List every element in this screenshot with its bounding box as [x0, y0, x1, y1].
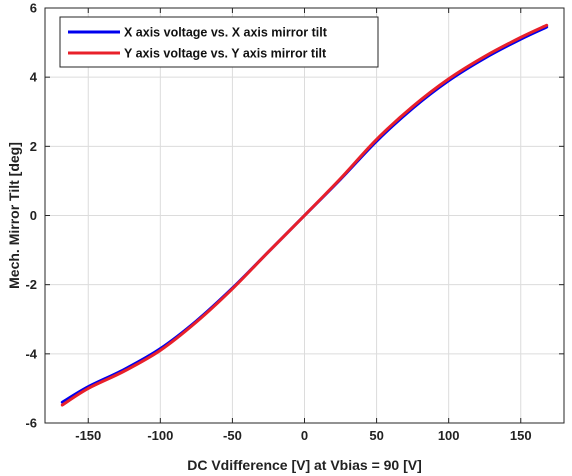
x-tick-label: -150	[75, 428, 101, 443]
y-tick-label: 6	[30, 1, 37, 16]
y-tick-label: 4	[30, 70, 38, 85]
x-tick-label: -100	[147, 428, 173, 443]
x-tick-label: -50	[223, 428, 242, 443]
x-axis-label: DC Vdifference [V] at Vbias = 90 [V]	[187, 457, 422, 473]
legend-box	[59, 16, 379, 68]
ticks	[45, 7, 564, 424]
x-tick-label: 0	[301, 428, 308, 443]
legend: X axis voltage vs. X axis mirror tilt Y …	[59, 16, 379, 68]
y-tick-label: -2	[25, 277, 37, 292]
x-tick-label: 150	[510, 428, 532, 443]
series-layer	[60, 23, 549, 407]
x-tick-label: 100	[438, 428, 460, 443]
tick-labels: -150 -100 -50 0 50 100 150 -6 -4 -2 0 2 4 6	[25, 1, 531, 444]
y-axis-label: Mech. Mirror Tilt [deg]	[6, 142, 22, 289]
x-tick-label: 50	[369, 428, 383, 443]
legend-entry-y-axis: Y axis voltage vs. Y axis mirror tilt	[124, 47, 327, 61]
y-tick-label: -4	[25, 346, 37, 361]
series-line-y-axis	[60, 23, 549, 407]
y-tick-label: -6	[25, 416, 37, 431]
y-tick-label: 0	[30, 208, 37, 223]
y-tick-label: 2	[30, 139, 37, 154]
legend-entry-x-axis: X axis voltage vs. X axis mirror tilt	[124, 26, 328, 40]
